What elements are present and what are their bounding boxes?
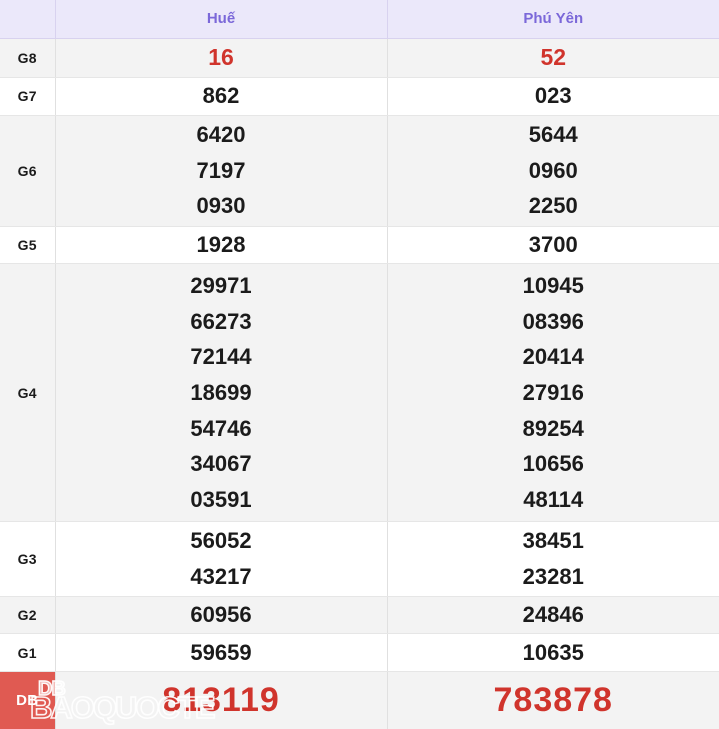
prize-label-g4: G4 (0, 263, 56, 523)
prize-number: 48114 (523, 486, 584, 512)
prize-number: 18699 (190, 380, 252, 406)
prize-values-g3-phuyen: 38451 23281 (386, 521, 719, 597)
table-row: G8 16 52 (0, 38, 719, 78)
prize-number: 10635 (522, 640, 584, 666)
prize-number: 38451 (522, 528, 584, 554)
table-row: DB 813119 783878 (0, 671, 719, 729)
table-row: G6 6420 7197 0930 5644 0960 2250 (0, 115, 719, 227)
prize-values-db-phuyen: 783878 (386, 671, 719, 729)
prize-number: 23281 (522, 564, 584, 590)
prize-number: 89254 (522, 415, 584, 441)
column-header-phuyen: Phú Yên (386, 0, 719, 39)
table-header: Huế Phú Yên (0, 0, 719, 39)
prize-label-db: DB (0, 671, 55, 729)
prize-label-g6: G6 (0, 115, 56, 227)
prize-values-g5-hue: 1928 (54, 226, 387, 265)
prize-number: 0930 (196, 193, 246, 219)
prize-number: 783878 (493, 681, 613, 720)
table-row: G4 29971 66273 72144 18699 54746 34067 03591 109… (0, 263, 719, 523)
prize-number: 10656 (522, 451, 584, 477)
prize-number: 2250 (528, 193, 578, 219)
prize-number: 023 (534, 83, 572, 109)
prize-number: 24846 (522, 602, 584, 628)
header-corner-cell (0, 0, 55, 39)
prize-values-g8-phuyen: 52 (386, 38, 719, 78)
column-header-hue: Huế (54, 0, 387, 39)
table-row: G7 862 023 (0, 77, 719, 116)
prize-number: 60956 (190, 602, 252, 628)
prize-number: 66273 (190, 308, 252, 334)
prize-number: 29971 (190, 273, 252, 299)
prize-number: 7197 (196, 157, 246, 183)
prize-values-db-hue: 813119 (54, 671, 387, 729)
prize-label-g7: G7 (0, 77, 56, 116)
prize-number: 27916 (522, 380, 584, 406)
prize-label-g5: G5 (0, 226, 56, 265)
prize-number: 10945 (522, 273, 584, 299)
prize-number: 5644 (528, 122, 578, 148)
prize-number: 54746 (190, 415, 252, 441)
header-row: Huế Phú Yên (0, 0, 719, 39)
prize-number: 34067 (190, 451, 252, 477)
prize-number: 56052 (190, 528, 252, 554)
prize-label-g1: G1 (0, 633, 56, 673)
prize-values-g2-phuyen: 24846 (386, 596, 719, 635)
table-row: G5 1928 3700 (0, 226, 719, 265)
prize-number: 59659 (190, 640, 252, 666)
prize-values-g1-hue: 59659 (54, 633, 387, 673)
prize-values-g7-phuyen: 023 (386, 77, 719, 116)
table-row: G1 59659 10635 (0, 633, 719, 673)
prize-number: 0960 (528, 157, 578, 183)
table-body: G8 16 52 G7 862 023 G6 6420 7197 0930 5644 0960 2250… (0, 38, 719, 729)
prize-number: 16 (208, 44, 234, 71)
prize-number: 862 (202, 83, 240, 109)
prize-number: 72144 (190, 344, 252, 370)
prize-values-g4-phuyen: 10945 08396 20414 27916 89254 10656 48114 (386, 263, 719, 523)
prize-values-g8-hue: 16 (54, 38, 387, 78)
prize-label-g8: G8 (0, 38, 56, 78)
prize-number: 3700 (528, 232, 578, 258)
prize-number: 6420 (196, 122, 246, 148)
prize-values-g4-hue: 29971 66273 72144 18699 54746 34067 03591 (54, 263, 387, 523)
table-row: G3 56052 43217 38451 23281 (0, 521, 719, 597)
prize-values-g6-phuyen: 5644 0960 2250 (386, 115, 719, 227)
prize-values-g3-hue: 56052 43217 (54, 521, 387, 597)
prize-number: 03591 (190, 486, 252, 512)
prize-number: 20414 (522, 344, 584, 370)
prize-label-g2: G2 (0, 596, 56, 635)
prize-label-g3: G3 (0, 521, 56, 597)
prize-values-g6-hue: 6420 7197 0930 (54, 115, 387, 227)
prize-number: 813119 (162, 681, 280, 720)
prize-number: 43217 (190, 564, 252, 590)
prize-number: 1928 (196, 232, 246, 258)
prize-number: 08396 (522, 308, 584, 334)
prize-values-g1-phuyen: 10635 (386, 633, 719, 673)
prize-values-g5-phuyen: 3700 (386, 226, 719, 265)
table-row: G2 60956 24846 (0, 596, 719, 635)
prize-values-g2-hue: 60956 (54, 596, 387, 635)
prize-number: 52 (540, 44, 567, 71)
prize-values-g7-hue: 862 (54, 77, 387, 116)
